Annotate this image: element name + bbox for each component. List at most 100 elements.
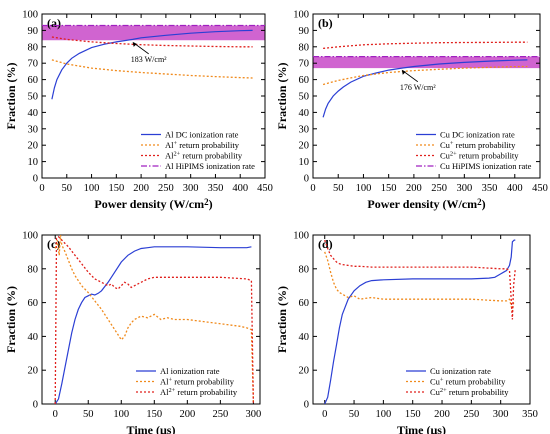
hipims-band <box>42 25 265 41</box>
y-tick-label: 70 <box>299 59 310 70</box>
y-tick-label: 20 <box>299 366 310 377</box>
x-axis-title: Time (μs) <box>127 423 176 434</box>
x-axis-title: Power density (W/cm2) <box>94 197 212 211</box>
series-line-1 <box>322 59 528 118</box>
x-tick-label: 50 <box>333 183 344 194</box>
series-group <box>313 41 540 118</box>
panel-label: (b) <box>318 16 333 30</box>
legend-label: Al ionization rate <box>160 366 220 376</box>
chart-panel-2: 0 50 100 150 200 250 300 350 400 450 0 10 20 30 40 50 60… <box>275 10 548 212</box>
y-axis-title: Fraction (%) <box>275 63 289 130</box>
y-tick-label: 80 <box>28 264 39 275</box>
legend-label: Cu2+ return probability <box>430 387 509 397</box>
y-axis-title: Fraction (%) <box>4 63 18 130</box>
y-tick-label: 20 <box>28 366 39 377</box>
legend-label: Al2+ return probability <box>160 387 238 397</box>
x-tick-label: 250 <box>431 183 447 194</box>
x-tick-label: 450 <box>257 183 273 194</box>
x-tick-label: 200 <box>179 409 195 420</box>
x-tick-label: 400 <box>507 183 523 194</box>
series-group <box>324 239 516 404</box>
x-tick-label: 300 <box>493 409 509 420</box>
x-tick-label: 200 <box>434 409 450 420</box>
annotation-arrow <box>133 42 149 55</box>
y-tick-label: 60 <box>299 298 310 309</box>
series-line-3 <box>323 41 528 50</box>
y-tick-label: 40 <box>299 332 310 343</box>
series-line-3 <box>324 239 516 320</box>
series-line-1 <box>54 246 252 404</box>
y-tick-label: 60 <box>28 298 39 309</box>
x-tick-label: 300 <box>456 183 472 194</box>
x-tick-label: 350 <box>208 183 224 194</box>
series-line-2 <box>324 251 516 312</box>
y-tick-label: 100 <box>22 10 38 21</box>
legend-label: Cu ionization rate <box>430 366 491 376</box>
x-tick-label: 100 <box>356 183 372 194</box>
plot-frame <box>41 234 261 405</box>
chart-panel-4: 0 50 100 150 200 250 300 350 0 20 40 60 80 100 Time (μ… <box>275 231 538 434</box>
legend-label: Cu+ return probability <box>430 377 506 387</box>
x-tick-label: 0 <box>39 183 44 194</box>
x-tick-label: 150 <box>381 183 397 194</box>
y-tick-label: 30 <box>28 124 39 135</box>
annotation-arrowhead <box>401 69 406 75</box>
x-tick-label: 150 <box>108 183 124 194</box>
y-tick-label: 40 <box>28 332 39 343</box>
series-line-2 <box>51 59 253 79</box>
series-line-2 <box>54 235 255 404</box>
y-tick-label: 10 <box>299 157 310 168</box>
x-tick-label: 50 <box>62 183 73 194</box>
annotation-label: 183 W/cm² <box>131 55 167 64</box>
x-tick-label: 250 <box>212 409 228 420</box>
x-tick-label: 100 <box>376 409 392 420</box>
chart-panel-3: 0 50 100 150 200 250 300 0 20 40 60 80 100 Time (μs) F… <box>4 231 261 434</box>
series-line-1 <box>51 29 253 100</box>
plot-frame <box>312 234 531 405</box>
legend-label: Cu HiPIMS ionization rate <box>440 161 532 171</box>
series-group <box>42 24 265 100</box>
x-tick-label: 0 <box>322 409 327 420</box>
x-tick-label: 400 <box>232 183 248 194</box>
legend-label: Al+ return probability <box>165 140 240 150</box>
y-tick-label: 60 <box>28 75 39 86</box>
series-line-3 <box>54 235 255 404</box>
panel-label: (d) <box>318 237 333 251</box>
x-tick-label: 200 <box>133 183 149 194</box>
x-tick-label: 450 <box>532 183 548 194</box>
annotation-arrow <box>402 70 419 83</box>
y-axis-title: Fraction (%) <box>275 286 289 353</box>
x-tick-label: 350 <box>482 183 498 194</box>
y-tick-label: 0 <box>33 174 38 185</box>
x-tick-label: 150 <box>405 409 421 420</box>
y-tick-label: 70 <box>28 59 39 70</box>
tick-group: 0 50 100 150 200 250 300 350 400 450 0 10 20 30 40 50 60… <box>22 10 273 195</box>
panel-label: (a) <box>47 16 61 30</box>
y-tick-label: 60 <box>299 75 310 86</box>
y-tick-label: 10 <box>28 157 39 168</box>
series-line-2 <box>322 65 528 86</box>
y-tick-label: 0 <box>33 400 38 411</box>
y-tick-label: 20 <box>299 141 310 152</box>
x-tick-label: 250 <box>463 409 479 420</box>
y-tick-label: 50 <box>299 92 310 103</box>
y-tick-label: 100 <box>293 10 309 21</box>
series-line-1 <box>324 239 516 404</box>
x-tick-label: 150 <box>146 409 162 420</box>
y-tick-label: 40 <box>299 108 310 119</box>
y-tick-label: 20 <box>28 141 39 152</box>
y-tick-label: 30 <box>299 124 310 135</box>
chart-panel-1: 0 50 100 150 200 250 300 350 400 450 0 10 20 30 40 50 60… <box>4 10 273 212</box>
x-axis-title: Power density (W/cm2) <box>367 197 485 211</box>
x-tick-label: 50 <box>83 409 94 420</box>
x-tick-label: 350 <box>522 409 538 420</box>
hipims-band <box>313 56 540 69</box>
series-line-3 <box>51 36 253 48</box>
y-tick-label: 100 <box>22 231 38 242</box>
y-tick-label: 0 <box>304 400 309 411</box>
x-axis-title: Time (μs) <box>397 423 446 434</box>
annotation-label: 176 W/cm² <box>400 83 436 92</box>
